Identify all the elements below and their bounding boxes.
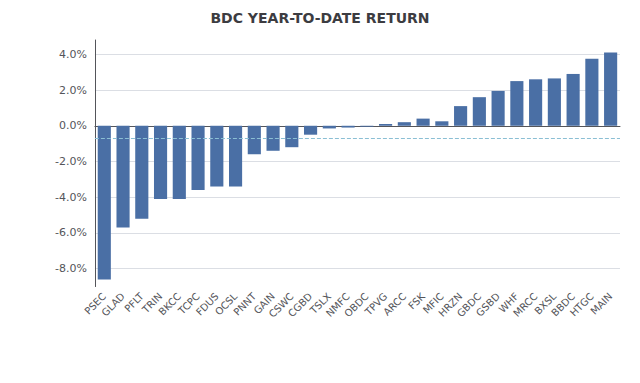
svg-text:OCSL: OCSL	[212, 290, 240, 318]
svg-text:TSLX: TSLX	[307, 290, 334, 316]
svg-text:TRIN: TRIN	[140, 290, 165, 315]
svg-text:OBDC: OBDC	[342, 290, 371, 320]
svg-text:MFIC: MFIC	[420, 290, 446, 316]
svg-text:MAIN: MAIN	[588, 291, 614, 317]
svg-text:-4.0%: -4.0%	[55, 191, 87, 204]
svg-text:NMFC: NMFC	[323, 290, 352, 319]
svg-text:PFLT: PFLT	[122, 290, 146, 315]
svg-text:CSWC: CSWC	[266, 290, 296, 320]
svg-text:WHF: WHF	[496, 290, 521, 315]
svg-text:PNNT: PNNT	[231, 290, 259, 318]
svg-text:FDUS: FDUS	[193, 290, 221, 318]
svg-text:0.0%: 0.0%	[59, 119, 87, 132]
svg-text:CGBD: CGBD	[286, 290, 315, 320]
svg-text:BBDC: BBDC	[549, 290, 577, 319]
svg-text:TCPC: TCPC	[176, 290, 202, 317]
svg-text:GAIN: GAIN	[251, 290, 277, 317]
svg-text:-8.0%: -8.0%	[55, 262, 87, 275]
svg-text:GLAD: GLAD	[99, 290, 127, 319]
svg-text:-6.0%: -6.0%	[55, 226, 87, 239]
svg-text:BDC YEAR-TO-DATE RETURN: BDC YEAR-TO-DATE RETURN	[210, 10, 429, 26]
svg-text:-2.0%: -2.0%	[55, 155, 87, 168]
svg-text:ARCC: ARCC	[381, 291, 408, 318]
svg-text:GSBD: GSBD	[474, 290, 502, 319]
svg-text:BKCC: BKCC	[156, 291, 183, 318]
svg-text:4.0%: 4.0%	[59, 48, 87, 61]
svg-text:GBDC: GBDC	[454, 290, 484, 320]
svg-text:HTGC: HTGC	[568, 290, 596, 319]
svg-text:TPVG: TPVG	[362, 290, 390, 318]
svg-text:MRCC: MRCC	[511, 290, 540, 319]
svg-text:HRZN: HRZN	[436, 290, 465, 319]
svg-text:BXSL: BXSL	[532, 290, 559, 317]
svg-text:PSEC: PSEC	[82, 290, 109, 317]
svg-text:2.0%: 2.0%	[59, 84, 87, 97]
svg-text:FSK: FSK	[406, 290, 427, 312]
